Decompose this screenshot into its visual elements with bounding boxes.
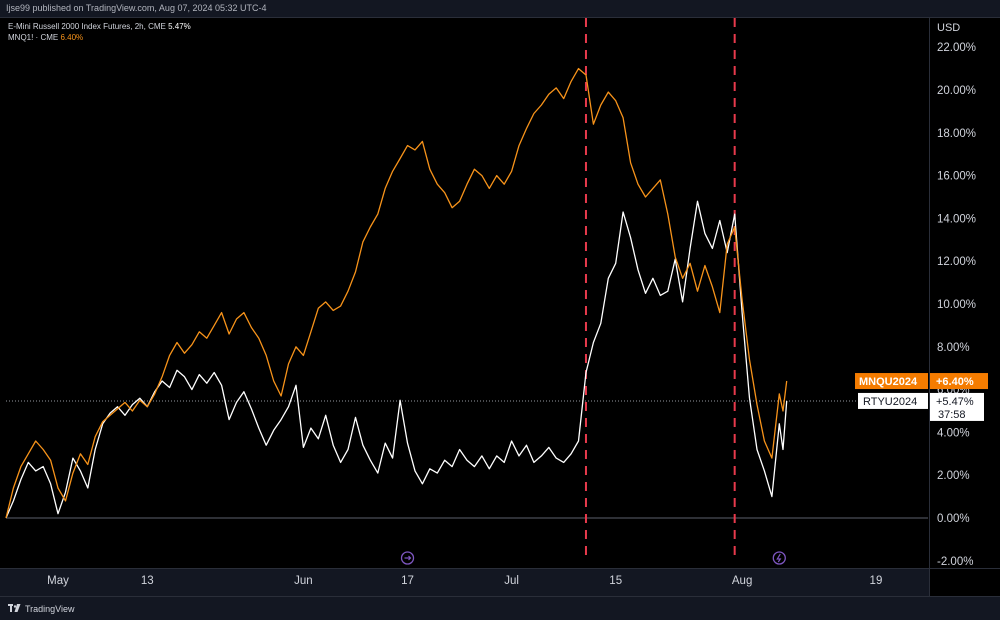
time-axis[interactable]: May 13 Jun 17 Jul 15 Aug 19 — [0, 569, 1000, 597]
footer-brand: TradingView — [25, 604, 75, 614]
y-tick-label: -2.00% — [937, 556, 973, 568]
event-lightning-icon — [773, 552, 785, 564]
arrow-glyph-icon — [405, 556, 411, 560]
y-tick-label: 22.00% — [937, 42, 976, 54]
x-tick-label: 15 — [609, 575, 622, 587]
legend-series-1-title: E-Mini Russell 2000 Index Futures, 2h, C… — [8, 22, 166, 31]
y-tick-label: 20.00% — [937, 85, 976, 97]
y-tick-label: 14.00% — [937, 213, 976, 225]
x-tick-label: Aug — [732, 575, 752, 587]
price-axis[interactable]: 22.00% 20.00% 18.00% 16.00% 14.00% 12.00% 10.0… — [930, 18, 1000, 596]
legend-series-2-value: 6.40% — [60, 33, 83, 42]
x-tick-label: 17 — [401, 575, 414, 587]
price-tag-mnq-text: +6.40% — [936, 376, 974, 388]
legend-series-2[interactable]: MNQ1! · CME 6.40% — [8, 33, 83, 42]
series-line-rtyu2024 — [6, 201, 787, 518]
y-tick-label: 10.00% — [937, 299, 976, 311]
tradingview-logo-icon — [8, 604, 21, 613]
legend-series-1-value: 5.47% — [168, 22, 191, 31]
x-tick-label: Jul — [504, 575, 519, 587]
series-layer — [6, 69, 787, 518]
footer-bar: TradingView — [0, 596, 1000, 620]
y-tick-label: 18.00% — [937, 128, 976, 140]
currency-label: USD — [937, 22, 960, 34]
price-tags: MNQU2024 +6.40% RTYU2024 +5.47%37:58 — [855, 373, 988, 421]
series-line-mnqu2024 — [6, 69, 787, 518]
countdown-text: 37:58 — [938, 409, 966, 421]
series-name-tag-mnq-text: MNQU2024 — [859, 376, 918, 388]
lightning-glyph-icon — [777, 554, 780, 562]
legend-series-1[interactable]: E-Mini Russell 2000 Index Futures, 2h, C… — [8, 22, 191, 31]
event-icons — [402, 552, 786, 564]
price-tag-rty-text: +5.47% — [936, 396, 974, 408]
series-name-tag-rty-text: RTYU2024 — [863, 396, 917, 408]
x-tick-label: 13 — [141, 575, 154, 587]
time-axis-panel — [0, 569, 929, 596]
y-tick-label: 0.00% — [937, 513, 970, 525]
grid-layer — [6, 401, 929, 518]
y-tick-label: 2.00% — [937, 470, 970, 482]
legend-series-2-title: MNQ1! · CME — [8, 33, 58, 42]
y-tick-label: 12.00% — [937, 256, 976, 268]
y-tick-label: 4.00% — [937, 427, 970, 439]
x-tick-label: May — [47, 575, 69, 587]
price-axis-panel — [930, 18, 1000, 568]
x-tick-label: 19 — [870, 575, 883, 587]
y-tick-label: 16.00% — [937, 171, 976, 183]
y-tick-label: 8.00% — [937, 342, 970, 354]
x-tick-label: Jun — [294, 575, 313, 587]
